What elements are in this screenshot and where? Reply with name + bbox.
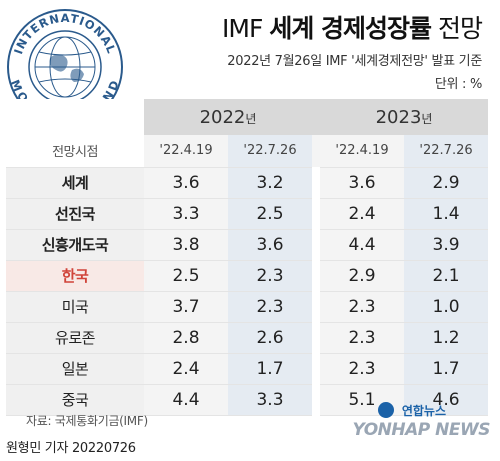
year-header-row: 2022년 2023년 xyxy=(6,99,489,135)
title-block: IMF 세계 경제성장률 전망 2022년 7월26일 IMF '세계경제전망'… xyxy=(222,14,483,92)
title-bold: 세계 경제성장률 xyxy=(269,14,432,43)
table-row: 신흥개도국 3.8 3.6 4.4 3.9 xyxy=(6,229,489,261)
table-cell: 4.4 xyxy=(144,384,228,416)
row-label: 미국 xyxy=(6,291,144,323)
column-gap xyxy=(312,353,321,384)
table-cell: 3.3 xyxy=(144,198,228,230)
table-cell: 2.3 xyxy=(320,291,405,323)
unit-label: 단위 : % xyxy=(434,77,482,92)
yonhap-mark-icon xyxy=(378,402,394,418)
table-cell: 1.0 xyxy=(404,291,489,323)
table-cell: 3.7 xyxy=(144,291,228,323)
byline: 원형민 기자 20220726 xyxy=(6,441,136,456)
table-row: 일본 2.4 1.7 2.3 1.7 xyxy=(6,353,489,385)
column-gap xyxy=(312,384,321,415)
row-label: 유로존 xyxy=(6,322,144,354)
table-row-korea: 한국 2.5 2.3 2.9 2.1 xyxy=(6,260,489,292)
date-header-row: 전망시점 '22.4.19 '22.7.26 '22.4.19 '22.7.26 xyxy=(6,135,489,168)
table-cell: 4.6 xyxy=(404,384,489,416)
title-prefix: IMF xyxy=(222,14,270,43)
column-gap xyxy=(312,99,321,135)
yonhap-watermark: 연합뉴스 YONHAP NEWS xyxy=(352,400,492,450)
year-2022: 2022년 xyxy=(144,99,313,135)
table-cell: 1.2 xyxy=(404,322,489,354)
date-2023-jul: '22.7.26 xyxy=(404,135,489,168)
column-gap xyxy=(312,229,321,260)
year-2023-suffix: 년 xyxy=(421,111,433,126)
column-gap xyxy=(312,260,321,291)
subtitle: 2022년 7월26일 IMF '세계경제전망' 발표 기준 xyxy=(227,54,482,69)
table-cell: 2.6 xyxy=(228,322,313,354)
table-row: 유로존 2.8 2.6 2.3 1.2 xyxy=(6,322,489,354)
table-row: 중국 4.4 3.3 5.1 4.6 xyxy=(6,384,489,416)
yonhap-kr: 연합뉴스 xyxy=(401,404,446,418)
table-cell: 1.7 xyxy=(228,353,313,385)
year-2023-value: 2023 xyxy=(375,106,422,128)
table-cell: 3.2 xyxy=(228,167,313,199)
table-cell: 1.4 xyxy=(404,198,489,230)
imf-logo: INTERNATIONAL MONETARY FUND xyxy=(7,9,123,126)
table-cell: 3.6 xyxy=(144,167,228,199)
column-gap xyxy=(312,322,321,353)
table-cell: 2.4 xyxy=(320,198,405,230)
table-cell: 2.5 xyxy=(228,198,313,230)
table-cell: 2.9 xyxy=(404,167,489,199)
table-cell: 1.7 xyxy=(404,353,489,385)
growth-table: 2022년 2023년 전망시점 '22.4.19 '22.7.26 '22.4… xyxy=(6,99,489,416)
date-2022-jul: '22.7.26 xyxy=(228,135,313,168)
column-gap xyxy=(312,291,321,322)
table-cell: 2.4 xyxy=(144,353,228,385)
date-2023-apr: '22.4.19 xyxy=(320,135,405,168)
row-label: 일본 xyxy=(6,353,144,385)
title-suffix: 전망 xyxy=(431,14,483,43)
table-cell: 3.9 xyxy=(404,229,489,261)
table-cell: 4.4 xyxy=(320,229,405,261)
forecast-date-label: 전망시점 xyxy=(6,135,144,168)
source-note: 자료: 국제통화기금(IMF) xyxy=(26,414,148,428)
table-cell: 2.8 xyxy=(144,322,228,354)
table-cell: 2.3 xyxy=(320,353,405,385)
row-label: 신흥개도국 xyxy=(6,229,144,261)
table-cell: 3.8 xyxy=(144,229,228,261)
yonhap-en: YONHAP NEWS xyxy=(352,420,491,440)
date-2022-apr: '22.4.19 xyxy=(144,135,228,168)
table-cell: 3.6 xyxy=(320,167,405,199)
table-row: 미국 3.7 2.3 2.3 1.0 xyxy=(6,291,489,323)
table-cell: 2.3 xyxy=(320,322,405,354)
table-row: 세계 3.6 3.2 3.6 2.9 xyxy=(6,167,489,199)
year-2022-suffix: 년 xyxy=(245,111,257,126)
row-label-korea: 한국 xyxy=(6,260,144,292)
year-header-blank xyxy=(6,99,144,135)
table-cell: 3.3 xyxy=(228,384,313,416)
table-row: 선진국 3.3 2.5 2.4 1.4 xyxy=(6,198,489,230)
row-label: 선진국 xyxy=(6,198,144,230)
page-title: IMF 세계 경제성장률 전망 xyxy=(222,14,483,44)
table-cell: 2.5 xyxy=(144,260,228,292)
column-gap xyxy=(312,198,321,229)
table-cell: 3.6 xyxy=(228,229,313,261)
year-2022-value: 2022 xyxy=(199,106,246,128)
table-cell: 2.1 xyxy=(404,260,489,292)
table-cell: 2.3 xyxy=(228,260,313,292)
globe-icon xyxy=(34,36,96,98)
table-cell: 2.9 xyxy=(320,260,405,292)
column-gap xyxy=(312,135,321,167)
row-label: 중국 xyxy=(6,384,144,416)
year-2023: 2023년 xyxy=(320,99,489,135)
column-gap xyxy=(312,167,321,198)
row-label: 세계 xyxy=(6,167,144,199)
table-cell: 2.3 xyxy=(228,291,313,323)
